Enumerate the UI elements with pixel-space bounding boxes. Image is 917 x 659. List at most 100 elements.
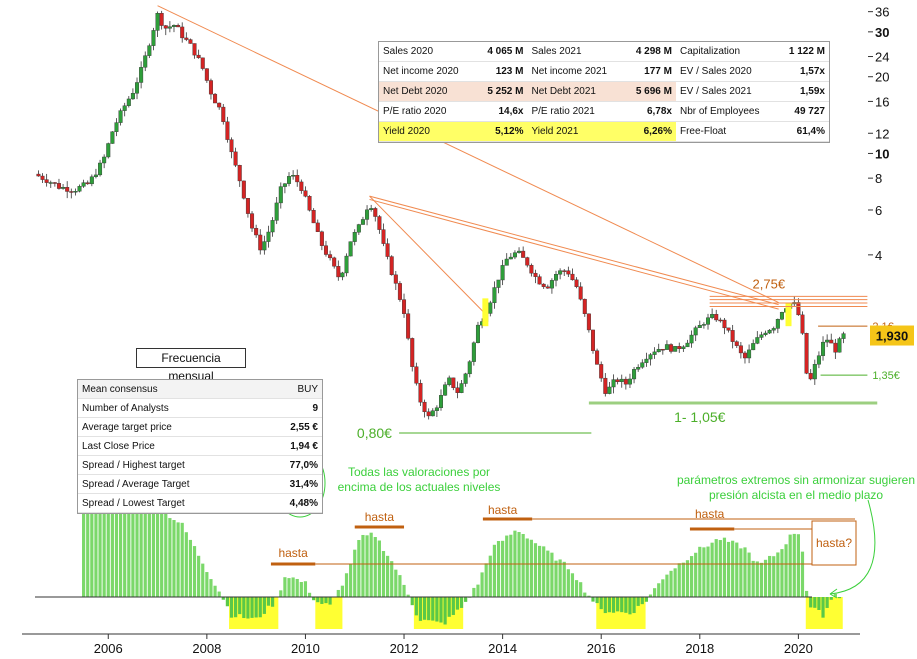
fund-label: Net income 2020 xyxy=(379,61,477,82)
candle-body xyxy=(574,279,579,287)
oscillator-pad xyxy=(22,497,23,498)
oscillator-bar xyxy=(529,539,533,597)
highlight-mark xyxy=(482,298,489,327)
oscillator-bar xyxy=(340,585,345,597)
candle-body xyxy=(93,174,98,177)
oscillator-bar xyxy=(800,551,805,597)
oscillator-bar xyxy=(476,584,480,597)
candle-body xyxy=(36,173,41,177)
oscillator-bar xyxy=(546,550,550,597)
candle-body xyxy=(48,182,53,184)
candle-body xyxy=(521,250,526,258)
oscillator-bar xyxy=(796,534,800,597)
candle-body xyxy=(829,339,834,344)
oscillator-bar xyxy=(213,585,217,597)
candle-body xyxy=(208,80,213,95)
y-tick-label: 6 xyxy=(875,203,882,218)
candle-body xyxy=(155,13,160,31)
candle-body xyxy=(237,165,242,182)
consensus-row: Number of Analysts 9 xyxy=(78,398,322,418)
y-tick-label: 12 xyxy=(875,126,889,141)
candle-body xyxy=(656,348,661,353)
fund-label: Yield 2021 xyxy=(527,121,625,142)
fund-label: Sales 2020 xyxy=(379,42,477,62)
candle-body xyxy=(451,377,456,388)
parameters-arrow xyxy=(829,499,876,595)
candle-body xyxy=(607,386,612,394)
oscillator-bar xyxy=(509,534,513,597)
oscillator-bar xyxy=(365,535,369,597)
candle-body xyxy=(397,283,402,300)
candle-body xyxy=(590,329,595,351)
candle-body xyxy=(102,156,107,164)
candle-body xyxy=(180,26,185,39)
candle-body xyxy=(258,234,263,251)
fundamentals-table: Sales 2020 4 065 M Sales 2021 4 298 M Ca… xyxy=(378,41,830,143)
candle-body xyxy=(833,342,838,353)
candle-body xyxy=(204,68,209,81)
candle-body xyxy=(488,302,493,314)
candle-body xyxy=(151,30,156,46)
candle-body xyxy=(755,337,760,344)
candle-body xyxy=(176,24,181,28)
candle-body xyxy=(254,227,259,236)
candle-body xyxy=(56,183,61,189)
x-tick-label: 2016 xyxy=(587,641,616,656)
candle-body xyxy=(348,241,353,257)
candle-body xyxy=(69,191,74,193)
consensus-label: Average target price xyxy=(78,417,264,437)
oscillator-bar xyxy=(669,570,673,597)
candle-body xyxy=(360,219,365,225)
candle-body xyxy=(825,339,830,343)
candle-body xyxy=(373,208,378,217)
oscillator-bar xyxy=(254,597,258,618)
oscillator-bar xyxy=(102,509,106,597)
candle-body xyxy=(385,243,390,257)
x-axis: 2006 2008 2010 2012 2014 2016 2018 2020 xyxy=(22,633,860,656)
candle-body xyxy=(681,346,686,349)
oscillator-bar xyxy=(385,555,390,597)
oscillator-bar xyxy=(570,573,575,597)
trend-line-2 xyxy=(369,195,779,306)
fund-row-sales: Sales 2020 4 065 M Sales 2021 4 298 M Ca… xyxy=(379,42,829,62)
y-axis: 36 30 24 20 16 12 10 8 6 4 1,930 xyxy=(868,5,914,346)
x-tick-label: 2014 xyxy=(488,641,517,656)
candle-body xyxy=(504,258,509,266)
fund-value: 1 122 M xyxy=(777,42,829,62)
candle-body xyxy=(664,344,669,350)
fund-label: EV / Sales 2020 xyxy=(675,61,778,82)
oscillator-bar xyxy=(472,587,476,597)
oscillator-bar xyxy=(86,512,90,597)
candle-body xyxy=(344,255,349,274)
candle-body xyxy=(816,355,821,365)
candle-body xyxy=(525,257,530,266)
candle-body xyxy=(282,183,287,187)
consensus-row: Last Close Price 1,94 € xyxy=(78,436,322,456)
oscillator-highlight xyxy=(413,597,464,629)
oscillator-bar xyxy=(837,597,842,599)
candle-body xyxy=(693,327,698,336)
candle-body xyxy=(307,196,312,211)
oscillator-bar xyxy=(455,597,460,610)
candle-body xyxy=(126,98,131,106)
oscillator-bar xyxy=(505,535,509,597)
candle-body xyxy=(459,383,464,393)
y-tick-label: 8 xyxy=(875,171,882,186)
candle-body xyxy=(697,325,702,328)
fund-value: 6,78x xyxy=(624,101,676,122)
candle-body xyxy=(114,122,119,132)
x-tick-label: 2008 xyxy=(192,641,221,656)
oscillator-bar xyxy=(287,578,291,597)
candle-body xyxy=(422,401,427,413)
highlight-mark xyxy=(785,302,792,327)
oscillator-bar xyxy=(229,597,234,618)
candle-body xyxy=(677,346,682,349)
fund-row-debt: Net Debt 2020 5 252 M Net Debt 2021 5 69… xyxy=(379,81,829,102)
candle-body xyxy=(430,410,435,417)
candle-body xyxy=(184,37,189,40)
candle-body xyxy=(328,254,333,259)
candle-body xyxy=(759,334,764,338)
oscillator-bar xyxy=(562,561,566,597)
oscillator-bar xyxy=(780,549,784,597)
candle-body xyxy=(808,373,813,380)
